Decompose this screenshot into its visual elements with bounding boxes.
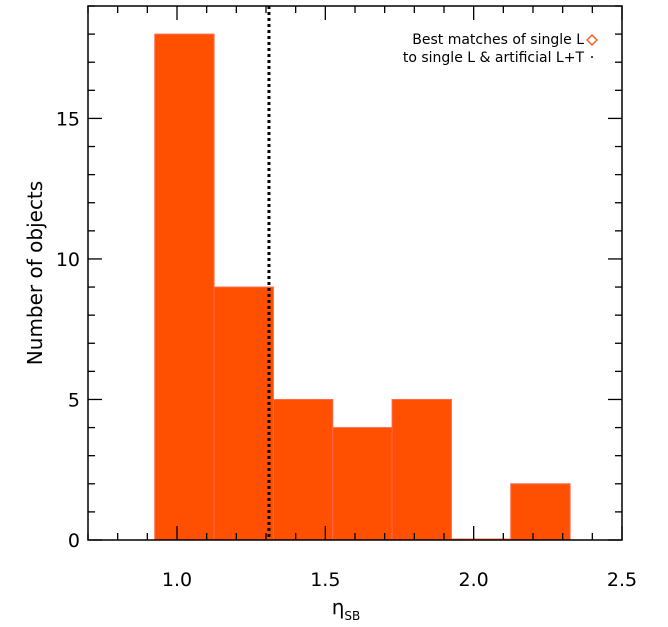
histogram-bar bbox=[391, 398, 452, 541]
y-tick-label: 0 bbox=[68, 530, 80, 552]
histogram-bar bbox=[213, 286, 274, 541]
y-tick-label: 15 bbox=[56, 108, 80, 130]
legend-entry-1: Best matches of single L bbox=[412, 32, 584, 48]
y-tick-label: 10 bbox=[56, 249, 80, 271]
x-tick-label: 1.0 bbox=[162, 569, 192, 591]
legend: Best matches of single L to single L & a… bbox=[403, 32, 598, 66]
bars-group bbox=[154, 33, 571, 541]
histogram-bar bbox=[272, 398, 334, 541]
x-tick-label: 2.0 bbox=[459, 569, 489, 591]
ticks-group: 1.0 1.5 2.0 2.5 0 5 10 15 bbox=[56, 5, 637, 591]
y-tick-label: 5 bbox=[68, 389, 80, 411]
histogram-bar bbox=[332, 427, 393, 541]
histogram-bar bbox=[154, 33, 215, 541]
y-axis-title: Number of objects bbox=[23, 181, 47, 365]
histogram-bar bbox=[510, 483, 571, 541]
legend-diamond-marker bbox=[586, 34, 598, 46]
x-tick-label: 1.5 bbox=[310, 569, 340, 591]
axes-group: 1.0 1.5 2.0 2.5 0 5 10 15 bbox=[56, 5, 637, 591]
legend-dot-marker bbox=[591, 56, 593, 58]
x-axis-title: ηSB bbox=[332, 595, 361, 623]
legend-entry-2: to single L & artificial L+T bbox=[403, 50, 585, 66]
x-tick-label: 2.5 bbox=[607, 569, 637, 591]
